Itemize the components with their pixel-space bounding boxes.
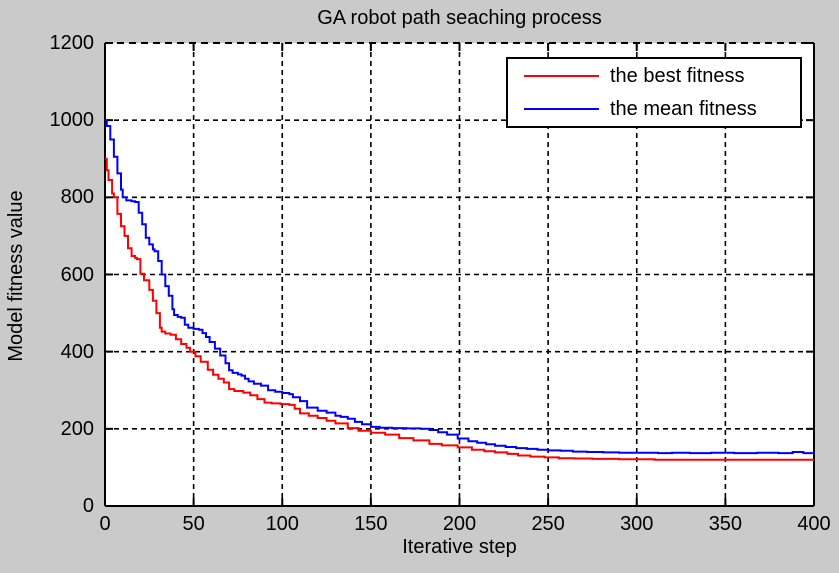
- y-tick-label: 1000: [49, 109, 95, 132]
- legend-label: the best fitness: [610, 65, 745, 87]
- y-tick-label: 600: [60, 263, 94, 286]
- x-tick-label: 50: [182, 513, 205, 535]
- y-tick-label: 1200: [49, 32, 95, 54]
- legend-label: the mean fitness: [610, 98, 757, 120]
- chart-title: GA robot path seaching process: [317, 7, 602, 29]
- y-tick-label: 400: [60, 340, 94, 363]
- legend-item-mean-fitness: the mean fitness: [508, 93, 800, 126]
- y-tick-label: 200: [60, 417, 94, 440]
- x-tick-label: 300: [620, 513, 654, 535]
- x-tick-label: 400: [797, 513, 831, 535]
- legend: the best fitness the mean fitness: [506, 57, 802, 128]
- legend-line-sample-blue: [524, 108, 599, 110]
- x-axis-label: Iterative step: [402, 536, 517, 558]
- x-tick-label: 250: [531, 513, 565, 535]
- y-tick-label: 800: [60, 186, 94, 209]
- legend-line-sample-red: [524, 75, 599, 77]
- x-tick-label: 100: [265, 513, 299, 535]
- series-line-best-fitness: [105, 157, 814, 461]
- series-line-mean-fitness: [105, 119, 815, 455]
- x-tick-label: 350: [708, 513, 743, 535]
- x-tick-label: 150: [354, 513, 388, 535]
- y-tick-label: 0: [82, 495, 94, 517]
- legend-item-best-fitness: the best fitness: [508, 60, 800, 93]
- x-tick-label: 200: [442, 513, 477, 535]
- x-tick-label: 0: [99, 513, 111, 535]
